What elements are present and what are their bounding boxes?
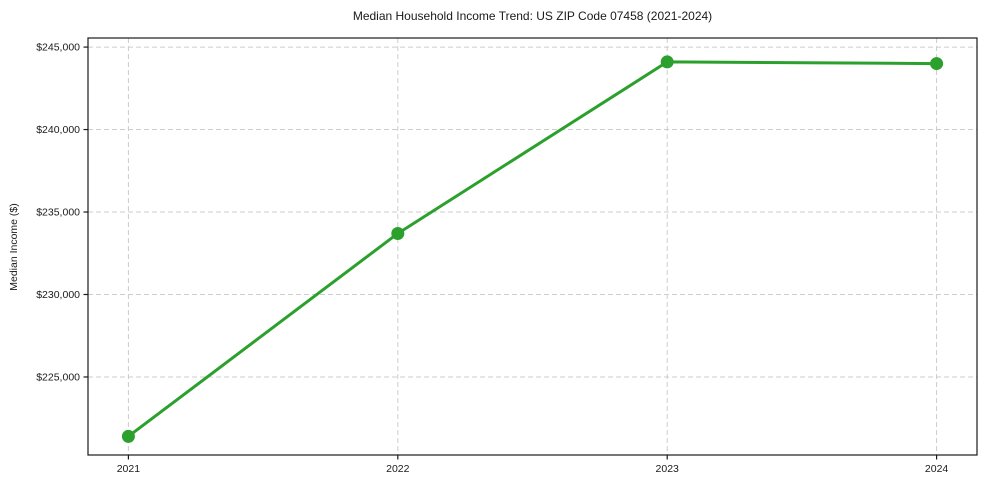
y-tick-label: $230,000 xyxy=(36,289,80,301)
y-tick-label: $225,000 xyxy=(36,371,80,383)
x-tick-label: 2021 xyxy=(117,463,141,475)
y-tick-label: $245,000 xyxy=(36,42,80,54)
x-tick-label: 2024 xyxy=(925,463,949,475)
x-tick-label: 2023 xyxy=(656,463,680,475)
data-point xyxy=(660,55,674,69)
data-point xyxy=(391,226,405,240)
trend-line xyxy=(126,60,939,438)
data-point xyxy=(121,429,135,443)
chart-title: Median Household Income Trend: US ZIP Co… xyxy=(352,9,713,23)
x-tick-label: 2022 xyxy=(386,463,410,475)
y-tick-label: $240,000 xyxy=(36,124,80,136)
y-tick-label: $235,000 xyxy=(36,207,80,219)
plot-border xyxy=(87,37,978,456)
data-point xyxy=(930,57,944,71)
